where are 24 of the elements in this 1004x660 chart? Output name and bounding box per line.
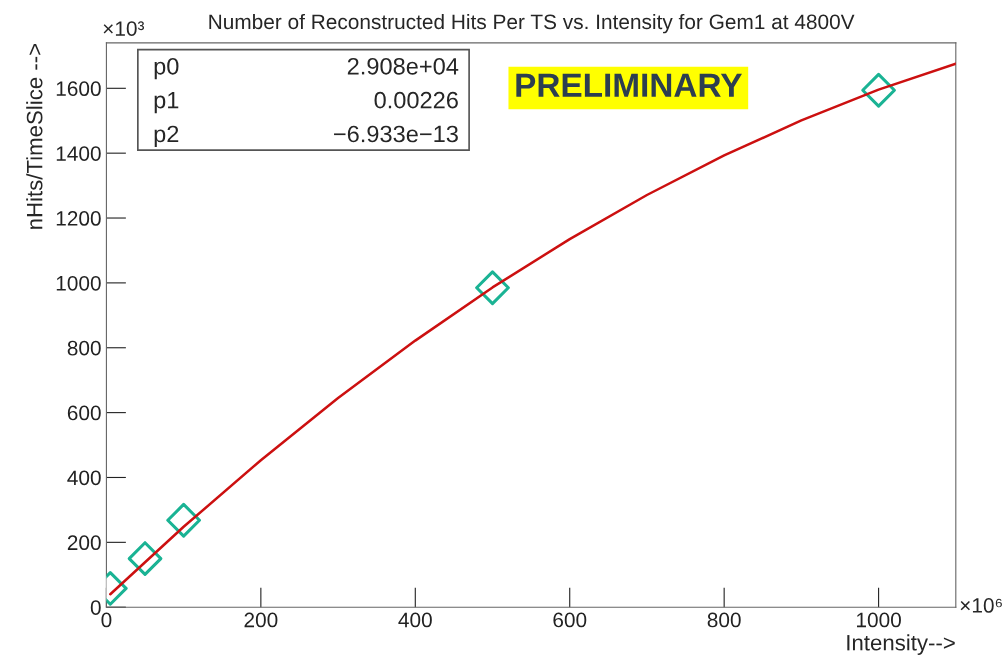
- annotation: PRELIMINARY: [516, 73, 742, 97]
- y-tick-label: 0: [90, 600, 101, 615]
- y-tick-label: 1400: [56, 146, 101, 161]
- y-tick-label: 1200: [56, 211, 101, 226]
- y-tick-label: 1600: [56, 81, 101, 97]
- y-tick-label: 1000: [56, 275, 101, 291]
- y-tick-label: 600: [67, 405, 101, 421]
- text: p0 2.908e+04: [154, 57, 459, 80]
- x-tick-label: 400: [398, 612, 432, 628]
- text: p1 0.00226: [154, 91, 458, 114]
- text: ×10⁶: [960, 598, 1002, 613]
- x-tick-label: 600: [553, 612, 587, 628]
- chart-title: Number of Reconstructed Hits Per TS vs. Intensity for Gem1 at 4800V: [209, 13, 855, 34]
- x-tick-label: 800: [707, 612, 741, 628]
- y-tick-label: 400: [67, 470, 101, 486]
- x-axis-title: Intensity-->: [847, 634, 955, 655]
- x-tick-label: 1000: [857, 612, 901, 628]
- y-tick-label: 200: [67, 535, 101, 551]
- y-tick-label: 800: [67, 340, 101, 356]
- text: p2 −6.933e−13: [154, 125, 458, 148]
- x-tick-label: 0: [101, 612, 112, 628]
- text: ×10³: [103, 21, 145, 36]
- y-axis-title: nHits/TimeSlice -->: [26, 43, 43, 229]
- x-tick-label: 200: [244, 612, 278, 628]
